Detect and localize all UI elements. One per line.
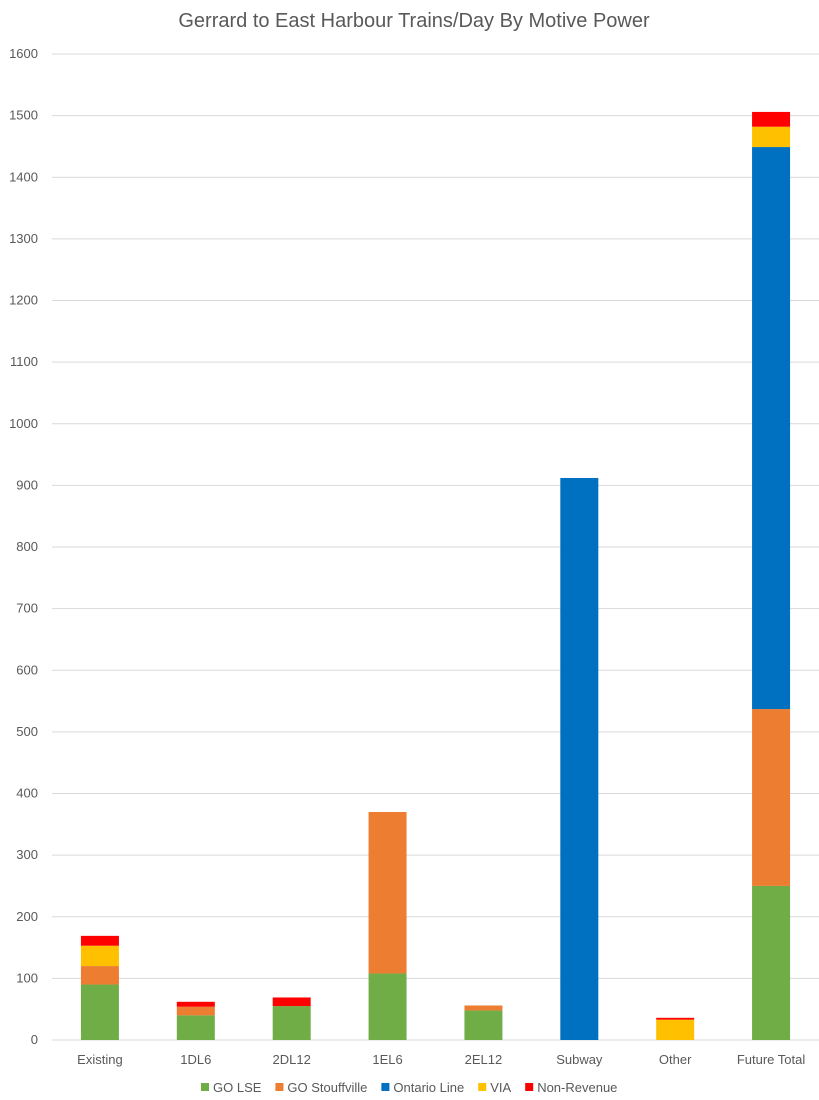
legend-swatch [275, 1083, 284, 1091]
y-tick-label: 500 [16, 724, 38, 739]
y-tick-label: 100 [16, 970, 38, 985]
y-tick-label: 1000 [9, 416, 38, 431]
bar-segment [80, 945, 119, 967]
chart-title: Gerrard to East Harbour Trains/Day By Mo… [178, 10, 650, 32]
x-tick-label: Future Total [737, 1052, 806, 1067]
bar-segment [272, 997, 311, 1007]
legend-label: GO LSE [213, 1080, 262, 1095]
bar-segment [368, 811, 407, 974]
y-tick-label: 600 [16, 662, 38, 677]
legend-swatch [525, 1083, 534, 1091]
bar-segment [656, 1019, 695, 1040]
bars [80, 111, 791, 1041]
y-tick-label: 1100 [10, 354, 38, 369]
legend-label: GO Stouffville [287, 1080, 367, 1095]
legend-swatch [478, 1083, 487, 1091]
y-tick-label: 0 [31, 1032, 38, 1047]
x-tick-label: Subway [556, 1052, 603, 1067]
x-tick-label: 2EL12 [465, 1052, 503, 1067]
bar-segment [752, 147, 791, 710]
bar-segment [368, 973, 407, 1040]
y-tick-label: 1400 [9, 169, 38, 184]
y-tick-label: 900 [16, 477, 38, 492]
y-axis-ticks: 0 100 200 300 400 500 600 700 800 900 1000 1100 1200… [9, 46, 38, 1047]
x-tick-label: 1EL6 [372, 1052, 402, 1067]
x-tick-label: Other [659, 1052, 692, 1067]
y-tick-label: 400 [16, 786, 38, 801]
legend: GO LSE GO Stouffville Ontario Line VIA Non-R… [201, 1080, 617, 1095]
bar-segment [752, 709, 791, 886]
bar-segment [80, 935, 119, 946]
y-tick-label: 200 [16, 909, 38, 924]
legend-swatch [201, 1083, 209, 1091]
y-tick-label: 800 [16, 539, 38, 554]
x-tick-label: 1DL6 [180, 1052, 211, 1067]
bar-segment [176, 1006, 215, 1016]
y-tick-label: 1300 [9, 231, 38, 246]
legend-label: Ontario Line [393, 1080, 464, 1095]
legend-label: VIA [490, 1080, 511, 1095]
gridlines [52, 53, 819, 1041]
y-tick-label: 1500 [9, 108, 38, 123]
bar-segment [176, 1015, 215, 1040]
bar-segment [464, 1010, 503, 1040]
legend-label: Non-Revenue [537, 1080, 617, 1095]
bar-segment [272, 1006, 311, 1040]
x-axis-labels: Existing 1DL6 2DL12 1EL6 2EL12 Subway Other Fut… [77, 1052, 805, 1067]
y-tick-label: 700 [16, 601, 38, 616]
bar-segment [80, 966, 119, 985]
legend-swatch [381, 1083, 390, 1091]
y-tick-label: 1200 [9, 293, 38, 308]
bar-segment [752, 111, 791, 127]
bar-segment [560, 477, 599, 1041]
bar-segment [464, 1005, 503, 1011]
y-tick-label: 300 [16, 847, 38, 862]
bar-segment [80, 984, 119, 1040]
x-tick-label: Existing [77, 1052, 123, 1067]
y-tick-label: 1600 [9, 46, 38, 61]
bar-segment [176, 1001, 215, 1007]
bar-segment [752, 885, 791, 1040]
x-tick-label: 2DL12 [273, 1052, 311, 1067]
bar-segment [752, 126, 791, 148]
bar-segment [656, 1017, 695, 1020]
